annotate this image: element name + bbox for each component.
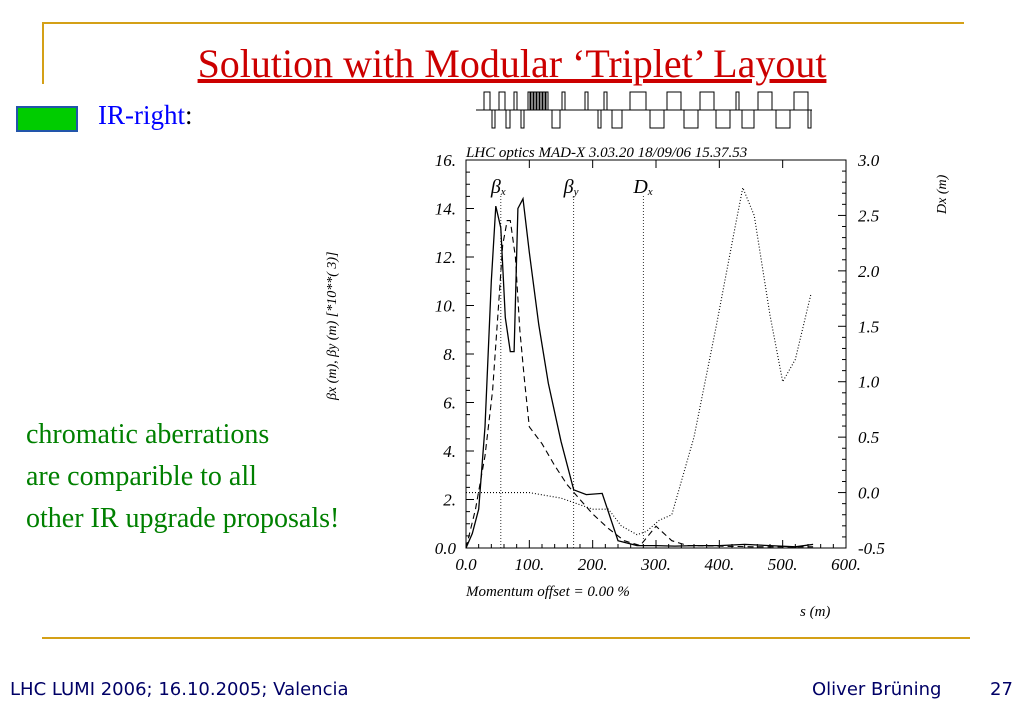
y-left-tick-label: 4. [443,442,456,461]
slide-title: Solution with Modular ‘Triplet’ Layout [197,41,827,86]
lattice-magnet [735,91,740,111]
legend-subscript: x [647,186,653,198]
lattice-magnet [513,91,518,111]
lattice-magnet [757,91,773,111]
tick-marks [465,159,847,549]
y-right-tick-label: 1.5 [858,317,879,336]
bottom-divider-line [42,637,970,639]
note-line-3: other IR upgrade proposals! [26,503,340,534]
y-left-tick-label: 2. [443,491,456,510]
x-tick-label: 0.0 [455,555,477,574]
footer-conference: LHC LUMI 2006; 16.10.2005; Valencia [10,679,349,700]
lattice-magnet [539,91,543,111]
x-tick-label: 300. [640,555,671,574]
legend-marker-lines [500,196,644,548]
x-tick-label: 200. [578,555,608,574]
y-axis-left-label: βx (m), βy (m) [*10**( 3)] [325,252,340,401]
chart-legend: βx βy Dx [490,176,653,198]
series-line-dashed [465,220,814,549]
y-right-tick-label: 3.0 [857,151,880,170]
lattice-magnet [533,91,537,111]
y-left-tick-label: 14. [435,200,456,219]
top-left-bracket-line [42,22,44,84]
lattice-magnet [683,109,699,129]
y-left-tick-label: 12. [435,248,456,267]
series-line-dotted [466,185,812,536]
y-right-tick-label: 2.0 [858,262,880,281]
y-left-tick-label: 10. [435,297,456,316]
lattice-magnet [603,91,608,111]
lattice-magnet [597,109,602,129]
lattice-magnet [807,109,812,129]
ir-right-text: IR-right [98,100,185,130]
lattice-magnet [536,91,540,111]
lattice-magnet [793,91,809,111]
legend-symbol: β [563,176,574,198]
y-left-tick-label: 0.0 [435,539,457,558]
y-right-tick-label: 0.5 [858,428,879,447]
lattice-magnet [649,109,665,129]
momentum-offset-label: Momentum offset = 0.00 % [465,584,630,600]
ir-right-colon: : [185,100,193,130]
plot-frame [465,159,847,549]
lattice-magnet [551,109,561,129]
y-left-tick-label: 8. [443,345,456,364]
legend-symbol: D [632,176,648,198]
lattice-magnet [699,91,715,111]
x-axis-label: s (m) [800,604,830,620]
lattice-magnet [483,91,491,111]
lattice-magnet [527,91,531,111]
magnet-lattice-strip [476,91,812,129]
y-right-tick-label: 0.0 [858,484,880,503]
y-right-tick-label: 1.0 [858,373,880,392]
legend-entry-x: Dx [632,176,652,198]
note-line-2: are comparible to all [26,461,257,492]
lattice-magnet [530,91,534,111]
x-tick-label: 400. [704,555,734,574]
chromatic-note: chromatic aberrations are comparible to … [26,414,339,540]
lattice-magnet [584,91,589,111]
lattice-magnet [520,109,525,129]
top-divider-line [42,22,964,24]
ir-right-label: IR-right: [98,100,193,131]
lattice-magnet [561,91,566,111]
series-line-solid [465,196,814,549]
tick-labels: 0.0 100. 200. 300. 400. 500. 600. 0.0 2. 4. 6. 8. 10… [435,151,885,574]
legend-entry-x: βx [490,176,506,198]
lattice-magnet [741,109,755,129]
y-right-tick-label: 2.5 [858,206,879,225]
footer-author: Oliver Brüning [812,679,942,700]
x-tick-label: 600. [831,555,861,574]
lattice-magnet [542,91,546,111]
y-left-tick-label: 16. [435,151,456,170]
lattice-magnet [715,109,731,129]
lattice-magnet [498,91,506,111]
y-right-tick-label: -0.5 [858,539,885,558]
curve-group [465,185,814,549]
note-line-1: chromatic aberrations [26,419,270,450]
lattice-magnet [545,91,549,111]
ir-right-color-swatch [16,106,78,132]
x-tick-label: 100. [514,555,544,574]
lattice-magnet [611,109,623,129]
x-tick-label: 500. [768,555,798,574]
chart-header: LHC optics MAD-X 3.03.20 18/09/06 15.37.… [465,145,747,161]
legend-subscript: x [500,186,506,198]
lattice-magnet [666,91,682,111]
y-axis-right-label: Dx (m) [935,174,950,215]
lattice-magnet [775,109,791,129]
legend-symbol: β [490,176,501,198]
lattice-magnet [629,91,647,111]
lattice-magnet [505,109,511,129]
legend-entry-y: βy [563,176,579,198]
y-left-tick-label: 6. [443,394,456,413]
page-number: 27 [990,679,1013,700]
lattice-magnet [491,109,496,129]
legend-subscript: y [573,186,579,198]
